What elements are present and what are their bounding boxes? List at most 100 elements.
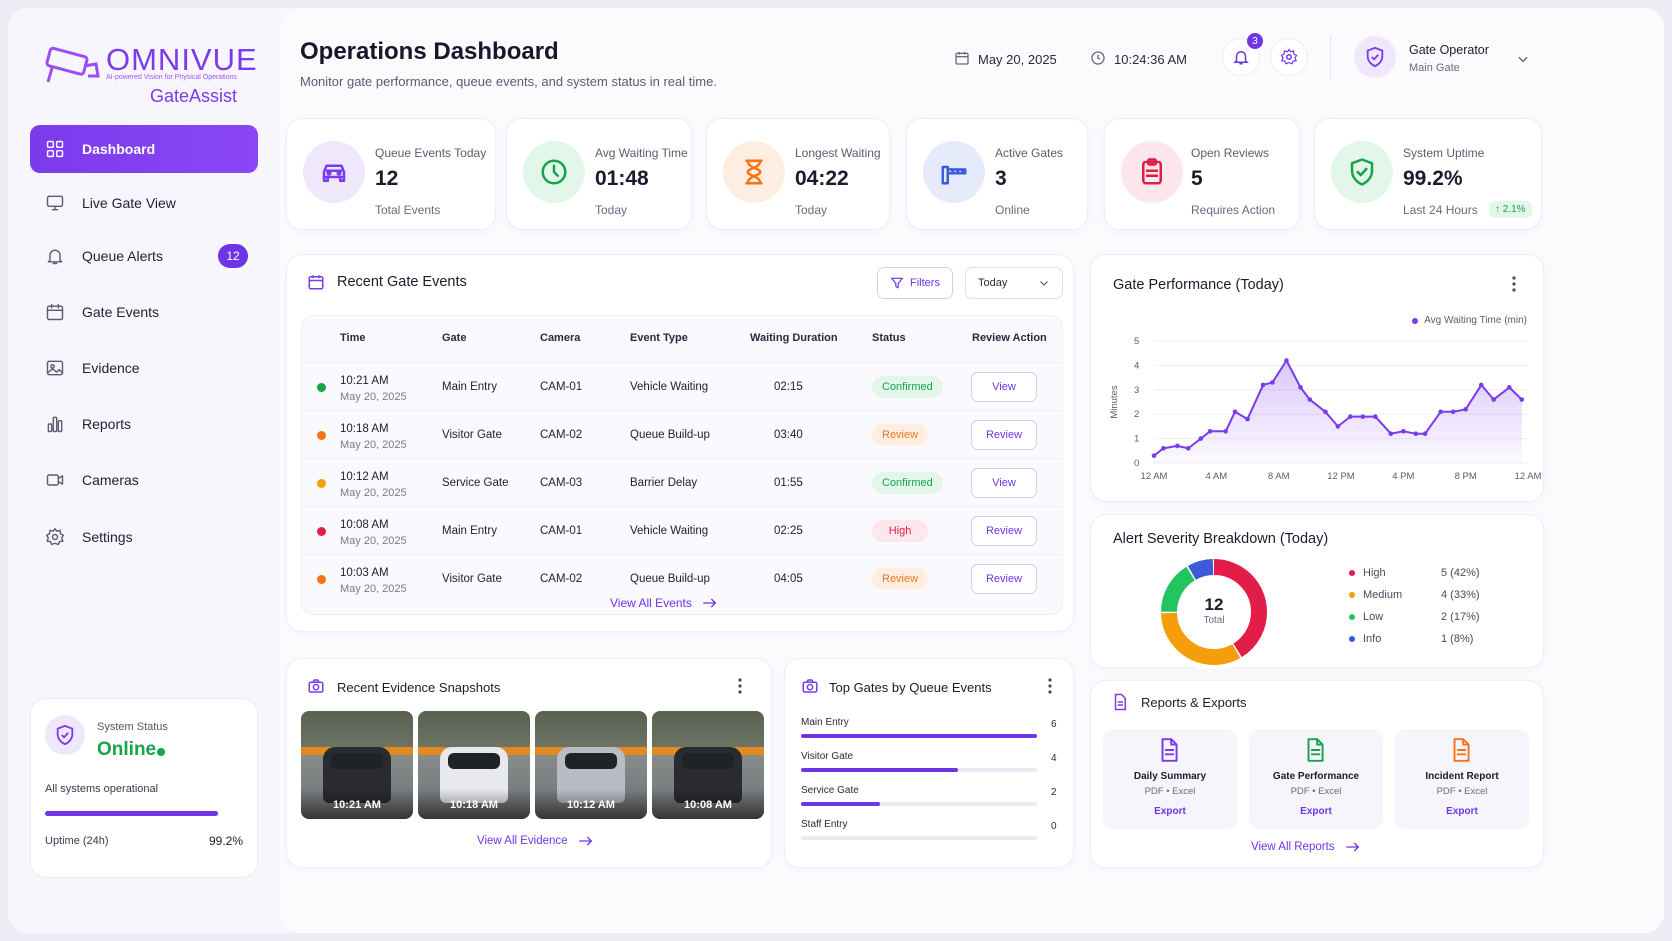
gate-performance-card: Gate Performance (Today) Avg Waiting Tim… (1090, 254, 1544, 502)
sidebar-item-gate-events[interactable]: Gate Events (30, 288, 258, 336)
legend-value: 2 (17%) (1441, 611, 1480, 623)
y-tick-label: 2 (1134, 409, 1139, 420)
sidebar-item-dashboard[interactable]: Dashboard (30, 125, 258, 173)
event-type: Queue Build-up (630, 573, 710, 585)
event-type: Queue Build-up (630, 429, 710, 441)
event-camera: CAM-01 (540, 381, 583, 393)
sidebar-item-settings[interactable]: Settings (30, 513, 258, 561)
export-button[interactable]: Export (1300, 806, 1332, 817)
data-point (1207, 428, 1213, 434)
more-vertical-icon[interactable] (737, 677, 743, 695)
period-select[interactable]: Today (965, 267, 1063, 299)
arrow-right-icon (578, 836, 592, 846)
view-all-evidence-link[interactable]: View All Evidence (477, 835, 594, 847)
data-point (1450, 409, 1456, 415)
kpi-value: 3 (995, 167, 1007, 190)
event-date: May 20, 2025 (340, 583, 407, 595)
document-icon (1448, 737, 1474, 768)
section-title: Top Gates by Queue Events (829, 680, 992, 695)
event-date: May 20, 2025 (340, 535, 407, 547)
event-camera: CAM-02 (540, 573, 583, 585)
review-button[interactable]: Review (971, 564, 1037, 594)
filter-icon (890, 277, 904, 289)
car-window (331, 753, 383, 769)
legend-dot (1349, 636, 1355, 642)
sidebar-item-label: Gate Events (82, 304, 160, 320)
kpi-sub: Today (795, 203, 828, 217)
more-vertical-icon[interactable] (1511, 275, 1517, 293)
view-all-reports-link[interactable]: View All Reports (1251, 841, 1361, 853)
snapshot-overlay (535, 789, 647, 819)
export-button[interactable]: Export (1446, 806, 1478, 817)
clock-icon (523, 141, 585, 203)
gate-label: Service Gate (801, 785, 859, 796)
status-dot (317, 479, 326, 488)
event-gate: Visitor Gate (442, 573, 502, 585)
table-row: 10:18 AM May 20, 2025 Visitor Gate CAM-02 Qu… (302, 410, 1062, 458)
status-dot (317, 431, 326, 440)
kpi-sub: Online (995, 203, 1030, 217)
uptime-value: 99.2% (208, 834, 243, 848)
legend-value: 1 (8%) (1441, 633, 1474, 645)
main-area: Operations Dashboard Monitor gate perfor… (280, 8, 1664, 933)
camera-icon (802, 679, 818, 693)
status-dot (317, 383, 326, 392)
more-vertical-icon[interactable] (1047, 677, 1053, 695)
kpi-sub: Requires Action (1191, 203, 1276, 217)
data-point (1507, 385, 1512, 390)
document-icon (1302, 737, 1328, 768)
report-name: Incident Report (1425, 771, 1499, 782)
sidebar-item-reports[interactable]: Reports (30, 400, 258, 448)
evidence-snapshot[interactable]: 10:18 AM (418, 711, 530, 819)
camera-logo-icon (45, 46, 100, 83)
column-header: Waiting Duration (750, 332, 838, 344)
event-camera: CAM-02 (540, 429, 583, 441)
chevron-down-icon[interactable] (1516, 52, 1530, 66)
event-camera: CAM-01 (540, 525, 583, 537)
settings-button[interactable] (1270, 38, 1308, 76)
reports-exports-card: Reports & Exports Daily Summary PDF • Exc… (1090, 680, 1544, 868)
gate-bar-track (801, 734, 1037, 738)
view-all-events-link[interactable]: View All Events (610, 596, 718, 610)
review-button[interactable]: Review (971, 516, 1037, 546)
report-formats: PDF • Excel (1436, 786, 1488, 797)
view-button[interactable]: View (971, 468, 1037, 498)
sidebar-item-queue-alerts[interactable]: Queue Alerts 12 (30, 232, 258, 280)
events-table: Time Gate Camera Event Type Waiting Duration… (301, 315, 1063, 615)
sidebar-item-evidence[interactable]: Evidence (30, 344, 258, 392)
legend-dot (1412, 317, 1419, 324)
gate-bar (801, 734, 1037, 738)
evidence-snapshot[interactable]: 10:08 AM (652, 711, 764, 819)
evidence-snapshot[interactable]: 10:12 AM (535, 711, 647, 819)
event-duration: 03:40 (774, 429, 803, 441)
arrow-right-icon (703, 598, 717, 608)
sidebar-item-live-gate-view[interactable]: Live Gate View (30, 179, 258, 227)
donut-slice (1161, 559, 1267, 665)
sidebar-item-label: Live Gate View (82, 195, 176, 211)
view-button[interactable]: View (971, 372, 1037, 402)
alert-severity-donut (1157, 555, 1271, 669)
notifications-button[interactable]: 3 (1222, 33, 1263, 76)
data-point (1372, 414, 1378, 419)
kpi-value: 99.2% (1403, 167, 1463, 190)
snapshot-overlay (301, 789, 413, 819)
y-tick-label: 3 (1134, 385, 1139, 396)
calendar-icon (308, 275, 324, 290)
clipboard-icon (1121, 141, 1183, 203)
avatar (1354, 36, 1396, 78)
car-window (682, 753, 734, 769)
gear-icon (44, 526, 66, 548)
evidence-snapshot[interactable]: 10:21 AM (301, 711, 413, 819)
sidebar-item-label: Dashboard (82, 141, 156, 157)
sidebar-item-cameras[interactable]: Cameras (30, 456, 258, 504)
data-point (1151, 453, 1157, 458)
event-time: 10:21 AM (340, 375, 389, 387)
filters-button[interactable]: Filters (877, 267, 953, 299)
review-button[interactable]: Review (971, 420, 1037, 450)
export-button[interactable]: Export (1154, 806, 1186, 817)
data-point (1161, 446, 1166, 451)
top-gates-card: Top Gates by Queue Events Main Entry 6 Vis… (784, 658, 1074, 868)
kpi-card: Active Gates 3 Online (906, 118, 1088, 230)
legend-value: 5 (42%) (1441, 567, 1480, 579)
table-row: 10:08 AM May 20, 2025 Main Entry CAM-01 Vehi… (302, 506, 1062, 554)
